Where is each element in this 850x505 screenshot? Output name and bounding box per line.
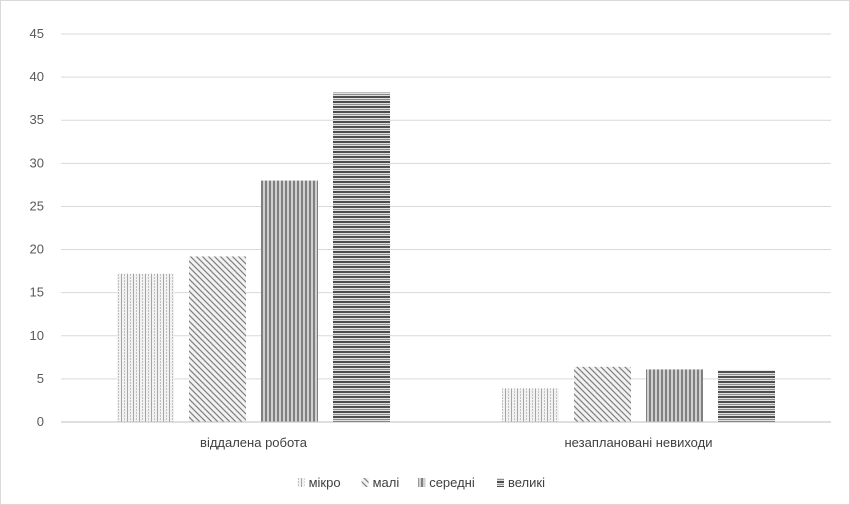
legend-label-середні: середні <box>429 475 475 490</box>
y-tick-label-10: 10 <box>30 328 44 343</box>
y-tick-label-5: 5 <box>37 371 44 386</box>
legend-swatch-малі <box>361 478 369 487</box>
bar-малі-0 <box>189 256 246 422</box>
legend-label-мікро: мікро <box>309 475 341 490</box>
bar-малі-1 <box>574 366 631 422</box>
bar-великі-1 <box>718 370 775 422</box>
y-tick-label-45: 45 <box>30 26 44 41</box>
y-tick-label-15: 15 <box>30 285 44 300</box>
legend-label-великі: великі <box>508 475 545 490</box>
y-tick-label-0: 0 <box>37 414 44 429</box>
legend-swatch-середні <box>418 478 426 487</box>
y-axis-ticks: 0 5 10 15 20 25 30 35 40 45 <box>30 26 44 429</box>
bar-середні-1 <box>646 369 703 422</box>
y-tick-label-30: 30 <box>30 155 44 170</box>
legend-label-малі: малі <box>373 475 400 490</box>
bar-мікро-1 <box>502 388 559 422</box>
gridlines <box>61 33 831 380</box>
y-tick-label-40: 40 <box>30 69 44 84</box>
x-category-label: віддалена робота <box>200 435 308 450</box>
y-tick-label-25: 25 <box>30 198 44 213</box>
bar-мікро-0 <box>117 273 174 422</box>
bars <box>117 92 775 423</box>
x-axis-categories: віддалена робота незаплановані невиходи <box>200 435 712 450</box>
bar-великі-0 <box>333 92 390 423</box>
legend-swatch-мікро <box>297 478 305 487</box>
y-tick-label-20: 20 <box>30 242 44 257</box>
bar-середні-0 <box>261 180 318 422</box>
y-tick-label-35: 35 <box>30 112 44 127</box>
x-category-label: незаплановані невиходи <box>565 435 713 450</box>
legend: мікро малі середні великі <box>297 475 545 490</box>
legend-swatch-великі <box>497 478 504 487</box>
